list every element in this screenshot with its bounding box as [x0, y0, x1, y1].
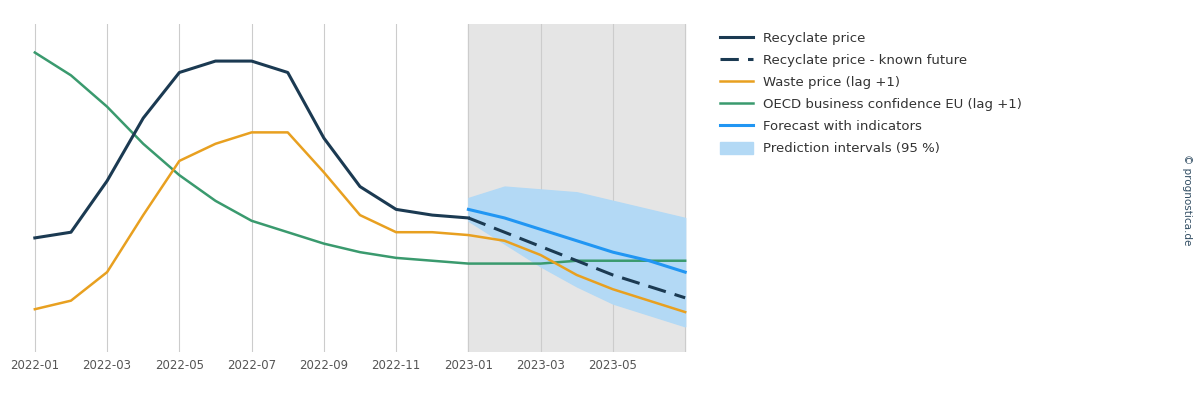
- Bar: [468, 24, 685, 352]
- Text: © prognostica.de: © prognostica.de: [1182, 154, 1192, 246]
- Legend: Recyclate price, Recyclate price - known future, Waste price (lag +1), OECD busi: Recyclate price, Recyclate price - known…: [714, 26, 1027, 160]
